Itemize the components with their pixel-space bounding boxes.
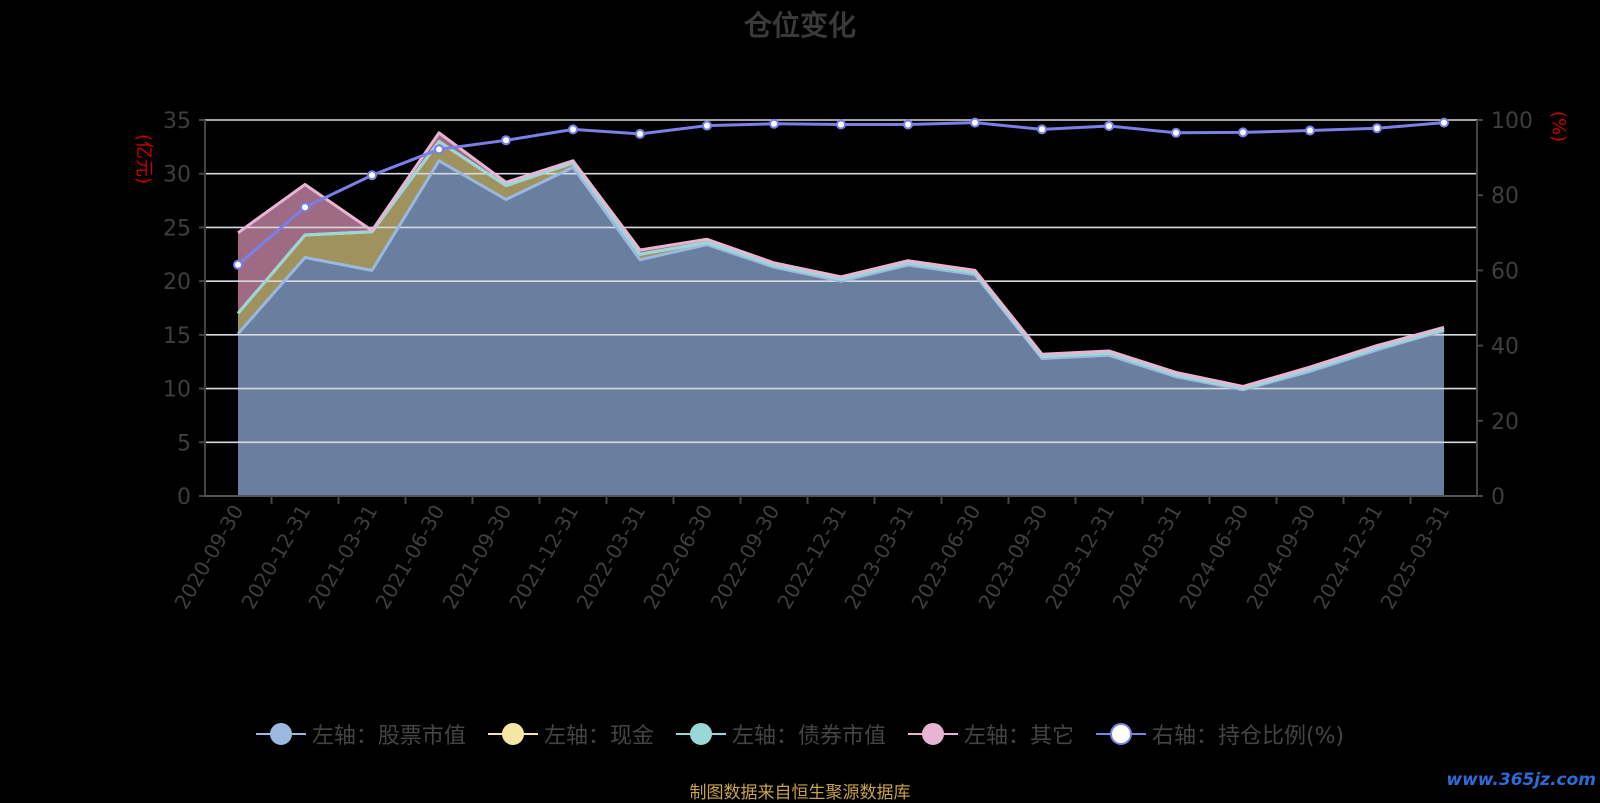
right-tick-label: 0 bbox=[1491, 485, 1505, 510]
ratio-point bbox=[1037, 124, 1047, 135]
ratio-point bbox=[903, 119, 913, 130]
right-tick-label: 80 bbox=[1491, 184, 1519, 209]
ratio-point bbox=[367, 170, 377, 181]
ratio-point bbox=[1171, 127, 1181, 138]
x-tick-label: 2023-09-30 bbox=[973, 501, 1052, 614]
ratio-point bbox=[1372, 123, 1382, 134]
x-tick-label: 2025-03-31 bbox=[1375, 501, 1454, 614]
x-tick-label: 2024-09-30 bbox=[1241, 501, 1320, 614]
right-tick-label: 20 bbox=[1491, 410, 1519, 435]
x-tick-label: 2022-06-30 bbox=[638, 501, 717, 614]
legend-item-bond[interactable]: 左轴：债券市值 bbox=[675, 718, 886, 750]
x-tick-label: 2020-09-30 bbox=[169, 501, 248, 614]
right-tick-label: 40 bbox=[1491, 335, 1519, 360]
legend-marker-other bbox=[907, 722, 958, 746]
chart-legend: 左轴：股票市值 左轴：现金 左轴：债券市值 左轴：其它 右轴：持仓比例(%) bbox=[0, 718, 1600, 750]
legend-label-cash: 左轴：现金 bbox=[543, 724, 654, 749]
ratio-point bbox=[970, 117, 980, 128]
x-tick-label: 2021-06-30 bbox=[370, 501, 449, 614]
x-tick-label: 2021-03-31 bbox=[303, 501, 382, 614]
ratio-point bbox=[1439, 117, 1449, 128]
legend-label-bond: 左轴：债券市值 bbox=[731, 724, 886, 749]
legend-label-ratio: 右轴：持仓比例(%) bbox=[1151, 724, 1345, 749]
x-tick-label: 2024-03-31 bbox=[1107, 501, 1186, 614]
ratio-point bbox=[769, 118, 779, 129]
ratio-point bbox=[1238, 127, 1248, 138]
x-tick-label: 2024-12-31 bbox=[1308, 501, 1387, 614]
legend-label-stock: 左轴：股票市值 bbox=[311, 724, 466, 749]
x-tick-label: 2022-12-31 bbox=[772, 501, 851, 614]
ratio-point bbox=[1305, 125, 1315, 136]
left-tick-label: 15 bbox=[163, 324, 191, 349]
ratio-point bbox=[635, 128, 645, 139]
ratio-point bbox=[300, 202, 310, 213]
legend-item-cash[interactable]: 左轴：现金 bbox=[487, 718, 654, 750]
ratio-point bbox=[836, 119, 846, 130]
watermark: www.365jz.com bbox=[1446, 770, 1596, 790]
ratio-point bbox=[501, 135, 511, 146]
right-tick-label: 60 bbox=[1491, 259, 1519, 284]
legend-item-stock[interactable]: 左轴：股票市值 bbox=[255, 718, 466, 750]
left-tick-label: 30 bbox=[163, 163, 191, 188]
legend-marker-ratio bbox=[1095, 722, 1146, 746]
data-source-note: 制图数据来自恒生聚源数据库 bbox=[689, 783, 911, 803]
right-tick-label: 100 bbox=[1491, 109, 1533, 134]
left-tick-label: 35 bbox=[163, 109, 191, 134]
left-tick-label: 0 bbox=[177, 485, 191, 510]
ratio-point bbox=[434, 144, 444, 155]
ratio-point bbox=[702, 120, 712, 131]
legend-marker-cash bbox=[487, 722, 538, 746]
chart-title: 仓位变化 bbox=[743, 9, 856, 42]
x-tick-label: 2021-12-31 bbox=[504, 501, 583, 614]
x-tick-label: 2023-12-31 bbox=[1040, 501, 1119, 614]
legend-marker-bond bbox=[675, 722, 726, 746]
x-tick-label: 2023-03-31 bbox=[839, 501, 918, 614]
x-tick-label: 2021-09-30 bbox=[437, 501, 516, 614]
legend-label-other: 左轴：其它 bbox=[963, 724, 1074, 749]
x-tick-label: 2023-06-30 bbox=[906, 501, 985, 614]
legend-marker-stock bbox=[255, 722, 306, 746]
series-line-3 bbox=[236, 139, 1445, 391]
left-tick-label: 20 bbox=[163, 270, 191, 295]
series-line-4 bbox=[237, 131, 1445, 388]
left-tick-label: 25 bbox=[163, 216, 191, 241]
left-tick-label: 5 bbox=[177, 431, 191, 456]
ratio-point bbox=[1104, 121, 1114, 132]
x-tick-label: 2024-06-30 bbox=[1174, 501, 1253, 614]
x-tick-label: 2022-03-31 bbox=[571, 501, 650, 614]
legend-item-ratio[interactable]: 右轴：持仓比例(%) bbox=[1095, 718, 1345, 750]
x-tick-label: 2022-09-30 bbox=[705, 501, 784, 614]
left-tick-label: 10 bbox=[163, 378, 191, 403]
ratio-point bbox=[568, 124, 578, 135]
x-tick-label: 2020-12-31 bbox=[236, 501, 315, 614]
legend-item-other[interactable]: 左轴：其它 bbox=[907, 718, 1074, 750]
area-1 bbox=[238, 160, 1444, 496]
ratio-point bbox=[233, 259, 243, 270]
